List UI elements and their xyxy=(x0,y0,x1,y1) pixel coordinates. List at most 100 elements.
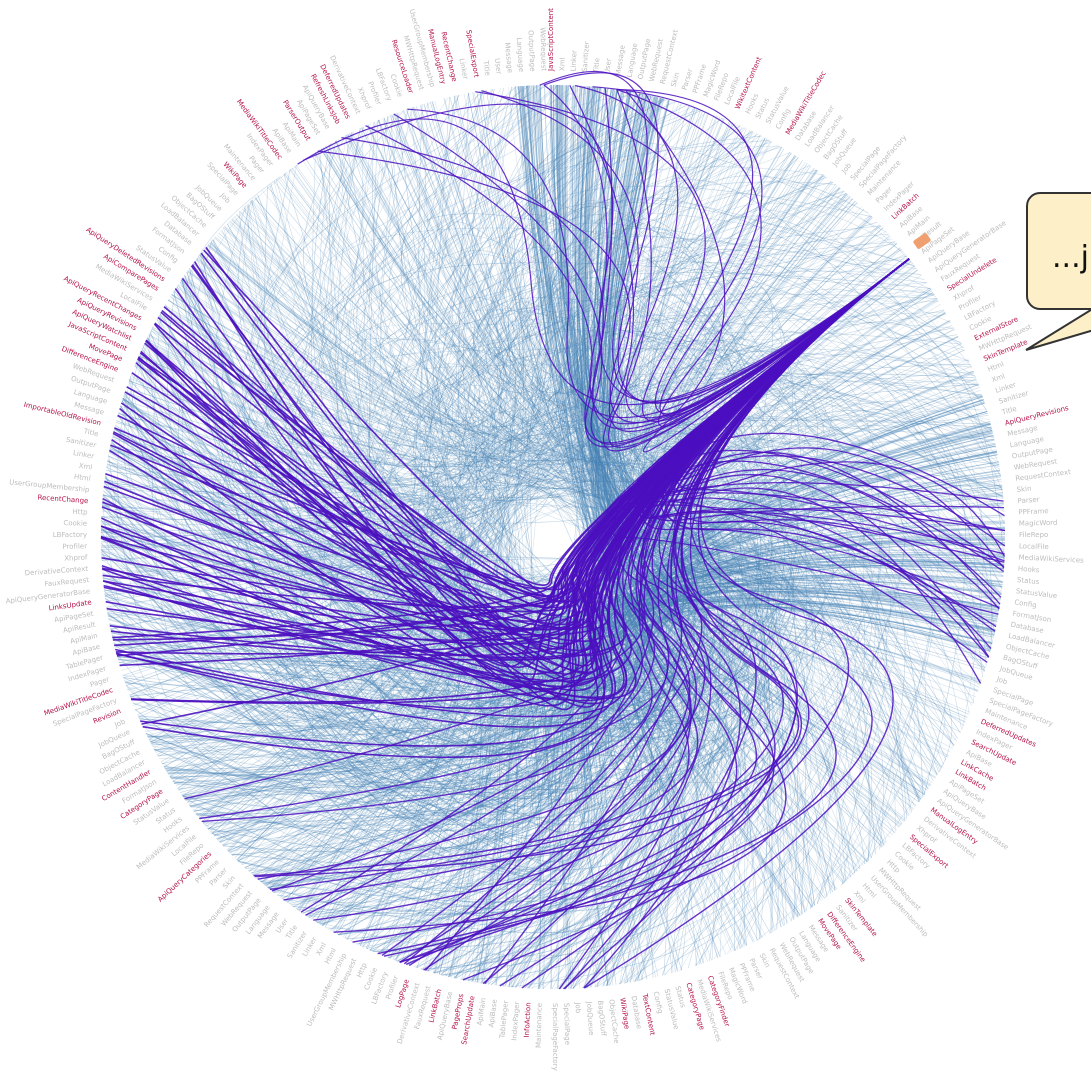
node-label[interactable]: Xml xyxy=(558,57,566,71)
node-label[interactable]: WikiPage xyxy=(618,997,630,1029)
node-label[interactable]: LocalFile xyxy=(1019,542,1049,551)
node-label[interactable]: Title xyxy=(1000,405,1018,417)
node-label[interactable]: Skin xyxy=(1016,485,1032,494)
bundled-edge xyxy=(101,502,1004,875)
highlighted-edge xyxy=(637,258,996,632)
bundled-edge xyxy=(454,86,970,713)
node-label[interactable]: Profiler xyxy=(62,542,87,551)
bundled-edge xyxy=(182,493,1003,797)
node-label[interactable]: WebRequest xyxy=(539,27,548,71)
node-label[interactable]: Cookie xyxy=(63,519,87,528)
bundled-edge xyxy=(411,107,700,974)
node-label[interactable]: OutputPage xyxy=(527,30,537,72)
node-label[interactable]: User xyxy=(603,58,613,75)
node-label[interactable]: Parser xyxy=(1017,496,1040,506)
bundled-edge xyxy=(427,590,997,972)
bundled-edge xyxy=(377,120,985,406)
node-label[interactable]: PPFrame xyxy=(1018,507,1049,516)
bundled-edge xyxy=(119,90,482,666)
node-label[interactable]: MediaWikiServices xyxy=(1018,554,1084,565)
node-label[interactable]: Config xyxy=(1014,598,1037,609)
bundled-edge xyxy=(104,385,942,769)
highlighted-edge xyxy=(377,258,910,955)
bundled-edge xyxy=(264,169,817,977)
bundled-edge xyxy=(256,85,702,879)
bundled-edge xyxy=(153,534,1006,887)
bundled-edge xyxy=(267,186,689,925)
node-label[interactable]: Html xyxy=(74,473,92,483)
bundled-edge xyxy=(195,558,1005,815)
node-label[interactable]: DerivativeContext xyxy=(24,565,88,578)
node-label[interactable]: Xml xyxy=(78,462,93,472)
node-label[interactable]: SpecialPage xyxy=(562,1003,571,1045)
bundled-edge xyxy=(338,575,1003,936)
node-label[interactable]: User xyxy=(493,58,503,75)
node-label[interactable]: ApiBase xyxy=(487,999,498,1028)
node-label[interactable]: Job xyxy=(995,675,1009,686)
node-label[interactable]: FileRepo xyxy=(1019,531,1048,539)
node-label[interactable]: Maintenance xyxy=(535,1003,544,1048)
node-label[interactable]: Message xyxy=(614,45,626,77)
node-label[interactable]: Job xyxy=(573,1001,582,1014)
bundled-edge xyxy=(109,109,700,484)
node-label[interactable]: LBFactory xyxy=(53,531,87,539)
node-label[interactable]: InfoAction xyxy=(523,1002,533,1038)
node-label[interactable]: Hooks xyxy=(1018,565,1040,575)
node-label[interactable]: JavaScriptContent xyxy=(547,8,555,72)
bundled-edge xyxy=(319,149,1005,852)
bundled-edge xyxy=(281,148,799,899)
node-label[interactable]: Job xyxy=(113,717,128,729)
bundled-edge xyxy=(184,199,932,418)
node-label[interactable]: Xml xyxy=(991,372,1006,384)
node-label[interactable]: JobQueue xyxy=(585,1000,595,1035)
node-label[interactable]: RecentChange xyxy=(37,494,88,506)
node-label[interactable]: Xhprof xyxy=(64,553,88,562)
bundled-edge xyxy=(246,175,931,786)
bundled-edge xyxy=(243,127,746,455)
bundled-edge xyxy=(214,237,992,482)
bundled-edge xyxy=(102,499,1004,882)
bundled-edge xyxy=(669,343,962,861)
bundled-edge xyxy=(234,272,931,859)
bundled-edge xyxy=(123,342,411,837)
node-label[interactable]: Database xyxy=(630,995,644,1029)
bundled-edge xyxy=(633,336,959,982)
node-label[interactable]: Http xyxy=(72,508,88,517)
node-label[interactable]: Linker xyxy=(457,58,469,81)
bundled-edge xyxy=(212,112,848,835)
node-label[interactable]: SpecialPageFactory xyxy=(551,1003,559,1071)
bundled-edge xyxy=(343,136,1004,494)
node-label[interactable]: BagOStuff xyxy=(596,1000,607,1036)
node-label[interactable]: Sanitizer xyxy=(65,436,97,450)
node-label[interactable]: StatusValue xyxy=(1015,587,1057,600)
node-label[interactable]: Message xyxy=(503,42,514,73)
bundled-edge xyxy=(298,198,854,973)
node-label[interactable]: Skin xyxy=(670,71,682,87)
bundled-edge xyxy=(100,528,992,793)
bundled-edge xyxy=(136,359,448,828)
node-label[interactable]: Config xyxy=(652,991,665,1015)
bundled-edge xyxy=(209,243,806,913)
node-label[interactable]: Title xyxy=(481,59,491,76)
node-label[interactable]: Title xyxy=(592,58,602,75)
bundled-edge xyxy=(218,232,680,853)
node-label[interactable]: Title xyxy=(82,427,99,438)
node-label[interactable]: TablePager xyxy=(498,1000,510,1040)
bundled-edge xyxy=(182,96,653,797)
node-label[interactable]: Sanitizer xyxy=(581,41,591,72)
node-label[interactable]: Linker xyxy=(72,449,94,460)
node-label[interactable]: ApiMain xyxy=(476,997,488,1026)
node-label[interactable]: Language xyxy=(515,37,525,72)
node-label[interactable]: IndexPager xyxy=(510,1001,521,1041)
node-label[interactable]: FauxRequest xyxy=(44,576,90,588)
node-label[interactable]: MagicWord xyxy=(1019,519,1058,528)
bundled-edge xyxy=(476,471,980,983)
node-label[interactable]: Linker xyxy=(570,50,579,72)
bundled-edge xyxy=(129,197,1002,696)
bundled-edge xyxy=(164,86,730,791)
bundled-edge xyxy=(526,85,951,428)
node-label[interactable]: Status xyxy=(1017,576,1040,586)
node-label[interactable]: ObjectCache xyxy=(607,999,620,1044)
bundled-edge xyxy=(652,196,926,794)
selected-node-marker[interactable] xyxy=(913,232,932,249)
